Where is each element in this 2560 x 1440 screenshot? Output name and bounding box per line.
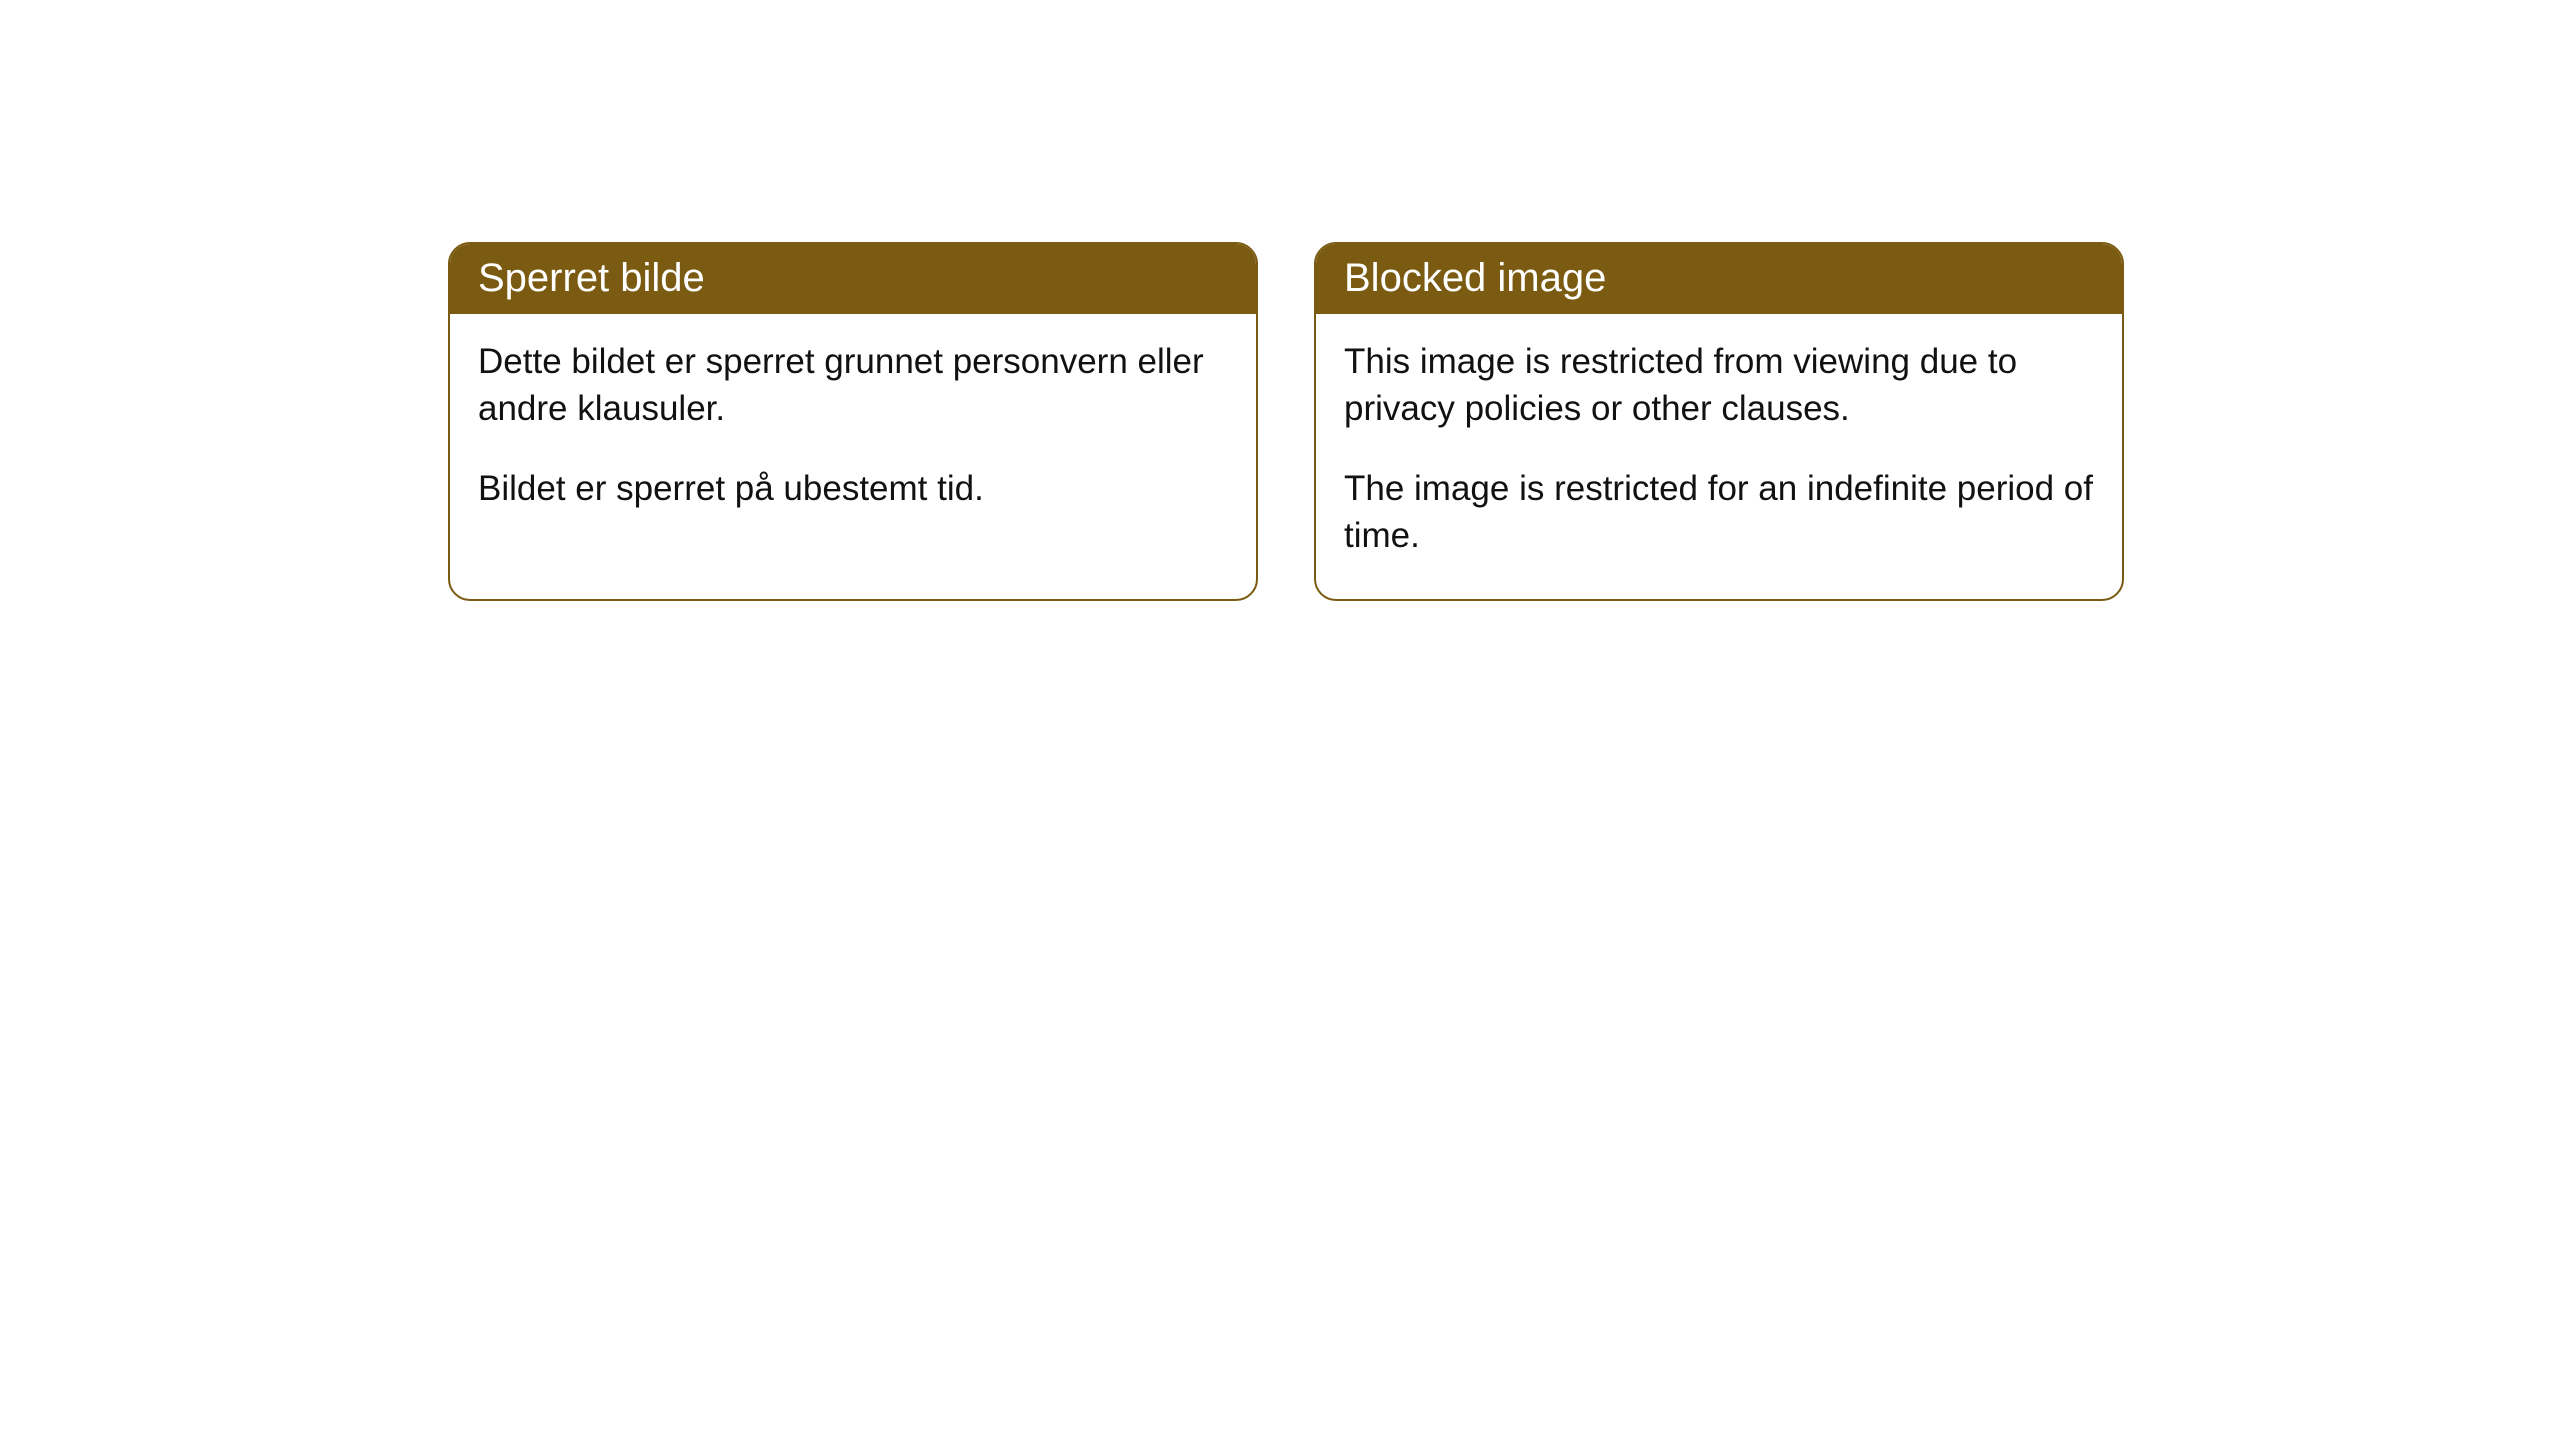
blocked-image-card-no: Sperret bilde Dette bildet er sperret gr… — [448, 242, 1258, 601]
card-body: This image is restricted from viewing du… — [1316, 314, 2122, 599]
cards-container: Sperret bilde Dette bildet er sperret gr… — [448, 242, 2124, 601]
card-body: Dette bildet er sperret grunnet personve… — [450, 314, 1256, 552]
card-paragraph: The image is restricted for an indefinit… — [1344, 465, 2094, 560]
blocked-image-card-en: Blocked image This image is restricted f… — [1314, 242, 2124, 601]
card-paragraph: This image is restricted from viewing du… — [1344, 338, 2094, 433]
card-paragraph: Bildet er sperret på ubestemt tid. — [478, 465, 1228, 512]
card-paragraph: Dette bildet er sperret grunnet personve… — [478, 338, 1228, 433]
card-header: Blocked image — [1316, 244, 2122, 314]
card-title: Sperret bilde — [478, 256, 705, 300]
card-header: Sperret bilde — [450, 244, 1256, 314]
card-title: Blocked image — [1344, 256, 1606, 300]
